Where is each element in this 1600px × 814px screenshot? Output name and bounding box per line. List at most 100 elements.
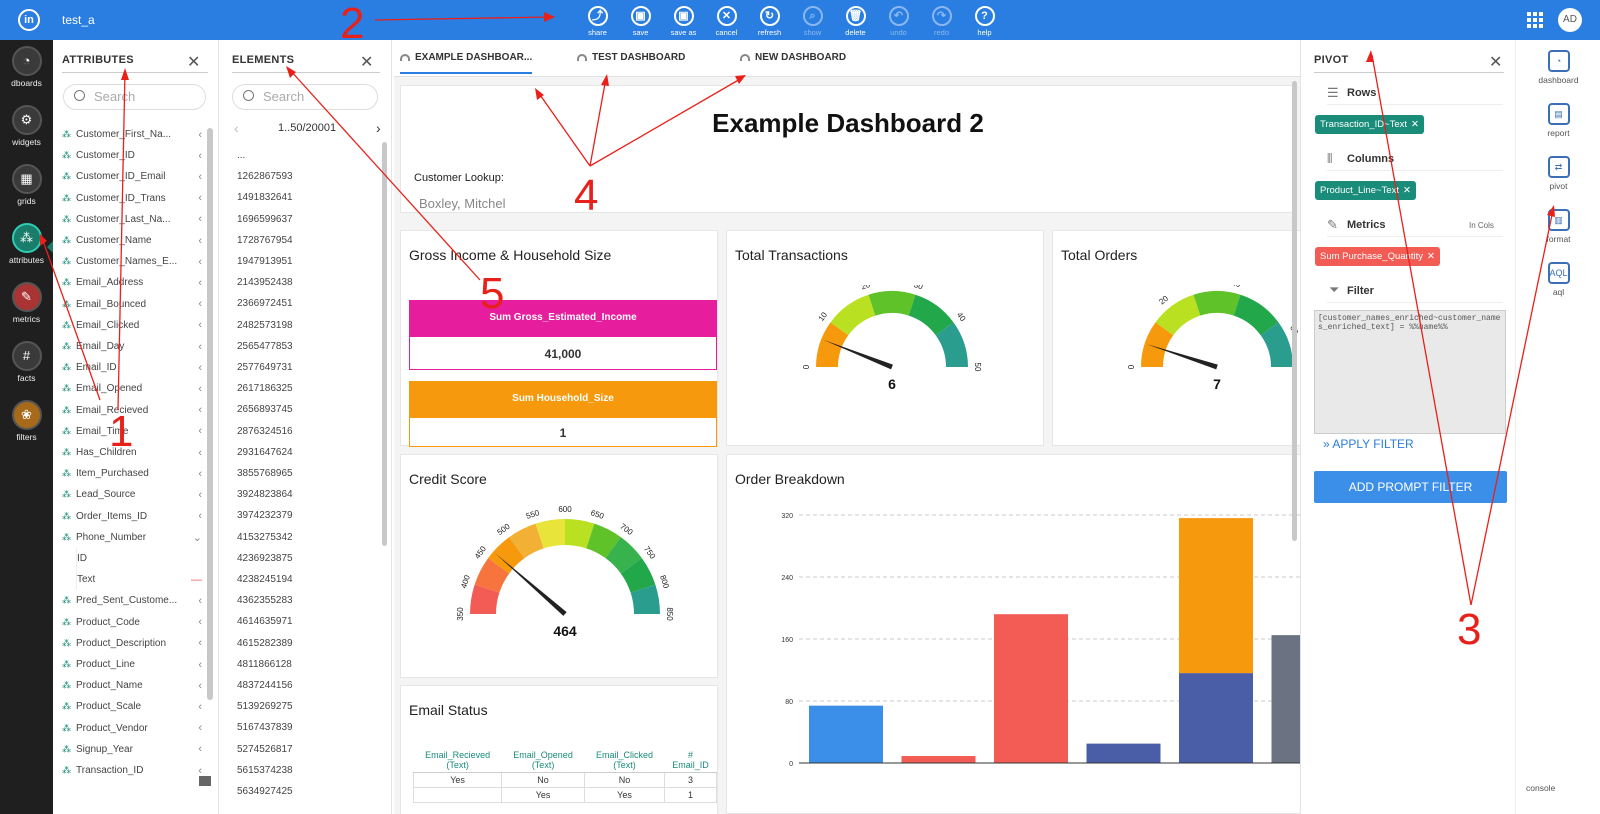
row-chip[interactable]: Transaction_ID~Text ✕ <box>1315 115 1425 134</box>
next-page-icon[interactable]: › <box>376 120 381 136</box>
tab-example-dashboard[interactable]: EXAMPLE DASHBOAR... <box>400 52 533 74</box>
chevron-down-icon[interactable]: ⌄ <box>192 531 202 544</box>
bar[interactable] <box>1179 518 1253 674</box>
close-icon[interactable]: ✕ <box>1489 54 1503 71</box>
attribute-item[interactable]: ⁂ Product_Line ‹ <box>62 654 202 675</box>
apply-filter-button[interactable]: » APPLY FILTER <box>1323 437 1414 451</box>
chevron-left-icon[interactable]: ‹ <box>198 149 202 162</box>
element-item[interactable]: 4153275342 <box>237 531 293 543</box>
attribute-item[interactable]: ⁂ Email_Bounced ‹ <box>62 294 202 315</box>
element-item[interactable]: 5274526817 <box>237 743 293 755</box>
element-item[interactable]: 2656893745 <box>237 404 293 416</box>
attribute-item[interactable]: ⁂ Product_Description ‹ <box>62 633 202 654</box>
element-item[interactable]: 4811866128 <box>237 658 292 670</box>
bar[interactable] <box>809 705 883 763</box>
chevron-left-icon[interactable]: ‹ <box>198 700 202 713</box>
element-item[interactable]: 3974232379 <box>237 510 293 522</box>
chevron-left-icon[interactable]: ‹ <box>198 722 202 735</box>
element-item[interactable]: 4236923875 <box>237 552 293 564</box>
element-item[interactable]: 3855768965 <box>237 468 293 479</box>
save-as-button[interactable]: ▣ save as <box>662 6 705 37</box>
chevron-left-icon[interactable]: ‹ <box>198 658 202 671</box>
attribute-item[interactable]: ⁂ Product_Scale ‹ <box>62 696 202 717</box>
delete-button[interactable]: 🗑 delete <box>834 6 877 37</box>
nav-filters[interactable]: ❀ filters <box>0 400 53 453</box>
element-item[interactable]: 5139269275 <box>237 701 293 713</box>
attribute-item[interactable]: ID <box>76 548 202 569</box>
element-item[interactable]: 2577649731 <box>237 362 293 373</box>
chevron-left-icon[interactable]: ‹ <box>198 276 202 289</box>
redo-button[interactable]: ↷ redo <box>920 6 963 37</box>
close-icon[interactable]: ✕ <box>187 54 201 71</box>
tab-test-dashboard[interactable]: TEST DASHBOARD <box>577 52 685 63</box>
attribute-item[interactable]: ⁂ Email_Time ‹ <box>62 421 202 442</box>
chevron-left-icon[interactable]: ‹ <box>198 128 202 141</box>
chevron-left-icon[interactable]: ‹ <box>198 637 202 650</box>
attribute-item[interactable]: ⁂ Product_Code ‹ <box>62 612 202 633</box>
scrollbar[interactable] <box>382 142 387 546</box>
bar[interactable] <box>1271 635 1301 763</box>
customer-lookup-input[interactable]: Boxley, Mitchel <box>419 196 506 211</box>
element-item[interactable]: 2143952438 <box>237 277 293 289</box>
element-item[interactable]: 2876324516 <box>237 425 293 437</box>
apps-grid-icon[interactable] <box>1527 12 1543 28</box>
chevron-left-icon[interactable]: ‹ <box>198 382 202 395</box>
attribute-item[interactable]: ⁂ Customer_Name ‹ <box>62 230 202 251</box>
chevron-left-icon[interactable]: ‹ <box>198 467 202 480</box>
attribute-item[interactable]: ⁂ Email_Recieved ‹ <box>62 400 202 421</box>
rightnav-format[interactable]: ▥ format <box>1516 209 1600 244</box>
attribute-item[interactable]: ⁂ Customer_Last_Na... ‹ <box>62 209 202 230</box>
nav-facts[interactable]: # facts <box>0 341 53 394</box>
element-item[interactable]: 1696599637 <box>237 213 293 225</box>
table-header[interactable]: Email_Clicked (Text) <box>584 748 665 773</box>
help-button[interactable]: ? help <box>963 6 1006 37</box>
rightnav-pivot[interactable]: ⇄ pivot <box>1516 156 1600 191</box>
chevron-left-icon[interactable]: ‹ <box>198 616 202 629</box>
column-chip[interactable]: Product_Line~Text ✕ <box>1315 181 1416 200</box>
rightnav-dashboard[interactable]: ◔ dashboard <box>1516 50 1600 85</box>
element-item[interactable]: 2931647624 <box>237 446 293 458</box>
attribute-item[interactable]: ⁂ Order_Items_ID ‹ <box>62 506 202 527</box>
chevron-left-icon[interactable]: ‹ <box>198 234 202 247</box>
chevron-left-icon[interactable]: ‹ <box>198 298 202 311</box>
chevron-left-icon[interactable]: ‹ <box>198 340 202 353</box>
attribute-item[interactable]: ⁂ Phone_Number ⌄ <box>62 527 202 548</box>
element-item[interactable]: 1262867593 <box>237 171 293 183</box>
nav-attributes[interactable]: ⁂ attributes <box>0 223 53 276</box>
remove-icon[interactable]: ✕ <box>1426 251 1435 262</box>
chevron-left-icon[interactable]: ‹ <box>198 425 202 438</box>
refresh-button[interactable]: ↻ refresh <box>748 6 791 37</box>
nav-widgets[interactable]: ⚙ widgets <box>0 105 53 158</box>
attribute-item[interactable]: ⁂ Customer_ID_Email ‹ <box>62 166 202 187</box>
rightnav-aql[interactable]: AQL aql <box>1516 262 1600 297</box>
attribute-item[interactable]: ⁂ Customer_First_Na... ‹ <box>62 124 202 145</box>
prev-page-icon[interactable]: ‹ <box>234 120 239 136</box>
attribute-item[interactable]: Text — <box>76 569 202 591</box>
chevron-left-icon[interactable]: ‹ <box>198 255 202 268</box>
metric-chip[interactable]: Sum Purchase_Quantity ✕ <box>1315 247 1440 266</box>
bar[interactable] <box>901 756 976 763</box>
attribute-item[interactable]: ⁂ Email_Address ‹ <box>62 272 202 293</box>
cancel-button[interactable]: ✕ cancel <box>705 6 748 37</box>
filter-textarea[interactable]: [customer_names_enriched~customer_names_… <box>1314 310 1506 434</box>
attribute-item[interactable]: ⁂ Signup_Year ‹ <box>62 739 202 760</box>
element-item[interactable]: 2565477853 <box>237 340 293 352</box>
bar[interactable] <box>1179 673 1253 763</box>
nav-grids[interactable]: ▦ grids <box>0 164 53 217</box>
scrollbar[interactable] <box>1292 81 1297 541</box>
chevron-left-icon[interactable]: ‹ <box>198 679 202 692</box>
element-item[interactable]: 4238245194 <box>237 574 293 585</box>
show-button[interactable]: ⌕ show <box>791 6 834 37</box>
attribute-item[interactable]: ⁂ Pred_Sent_Custome... ‹ <box>62 590 202 611</box>
folder-add-icon[interactable] <box>199 776 211 786</box>
element-item[interactable]: 4362355283 <box>237 595 293 607</box>
attribute-item[interactable]: ⁂ Product_Name ‹ <box>62 675 202 696</box>
rightnav-report[interactable]: ▤ report <box>1516 103 1600 138</box>
attribute-item[interactable]: ⁂ Customer_ID_Trans ‹ <box>62 188 202 209</box>
tab-new-dashboard[interactable]: NEW DASHBOARD <box>740 52 846 63</box>
attribute-item[interactable]: ⁂ Email_Clicked ‹ <box>62 315 202 336</box>
attribute-item[interactable]: ⁂ Customer_ID ‹ <box>62 145 202 166</box>
attribute-item[interactable]: ⁂ Email_Opened ‹ <box>62 378 202 399</box>
elements-search-input[interactable]: Search <box>232 84 378 110</box>
element-item[interactable]: 2482573198 <box>237 319 293 331</box>
